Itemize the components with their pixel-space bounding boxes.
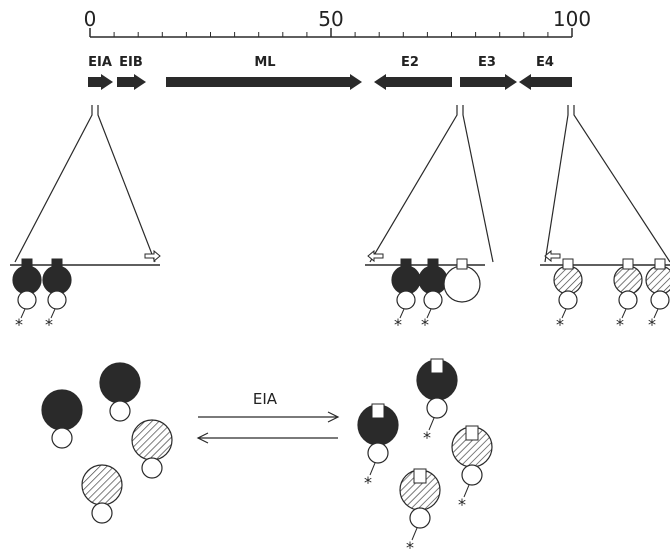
factor (43, 266, 71, 294)
asterisk: * (394, 315, 402, 334)
gene-arrow (88, 74, 113, 90)
gene-label: EIB (119, 55, 143, 70)
partner (410, 508, 430, 528)
factor (614, 266, 642, 294)
notch (372, 404, 384, 418)
binding-site (655, 259, 665, 269)
factor (646, 266, 670, 294)
factor (554, 266, 582, 294)
gene-arrow (460, 74, 517, 90)
scale-label: 50 (318, 7, 343, 31)
partner (368, 443, 388, 463)
binding-site (52, 259, 62, 269)
partner (52, 428, 72, 448)
factor (132, 420, 172, 460)
asterisk: * (364, 473, 372, 492)
diagram: 0 50 100 EIA EIB ML E2 E3 E4 * * * * * * * * * * * EIA (0, 0, 670, 549)
partner (619, 291, 637, 309)
gene-label: E4 (536, 55, 554, 70)
scale-label: 100 (553, 7, 591, 31)
asterisk: * (458, 495, 466, 514)
binding-site (457, 259, 467, 269)
asterisk: * (556, 315, 564, 334)
gene-arrow (519, 74, 572, 90)
fan-line (574, 105, 670, 262)
fan-line (15, 105, 92, 262)
factor (42, 390, 82, 430)
gene-label: EIA (88, 55, 112, 70)
factor (100, 363, 140, 403)
partner (110, 401, 130, 421)
asterisk: * (406, 538, 414, 549)
partner (18, 291, 36, 309)
promoter-arrow (545, 251, 560, 261)
asterisk: * (648, 315, 656, 334)
fan-line (370, 105, 457, 262)
asterisk: * (421, 315, 429, 334)
partner (559, 291, 577, 309)
binding-site (563, 259, 573, 269)
scale-label: 0 (84, 7, 97, 31)
notch (466, 426, 478, 440)
partner (397, 291, 415, 309)
partner (462, 465, 482, 485)
binding-site (22, 259, 32, 269)
factor (419, 266, 447, 294)
fan-line (545, 105, 568, 262)
factor (13, 266, 41, 294)
asterisk: * (423, 428, 431, 447)
promoter-arrow (145, 251, 160, 261)
factor (392, 266, 420, 294)
gene-label: E2 (401, 55, 419, 70)
asterisk: * (15, 315, 23, 334)
asterisk: * (616, 315, 624, 334)
binding-site (401, 259, 411, 269)
gene-label: ML (254, 55, 275, 70)
partner (427, 398, 447, 418)
equilibrium-label: EIA (253, 390, 278, 408)
notch (414, 469, 426, 483)
gene-arrow (374, 74, 452, 90)
binding-site (623, 259, 633, 269)
gene-arrow (166, 74, 362, 90)
fan-line (463, 105, 493, 262)
gene-label: E3 (478, 55, 496, 70)
factor (82, 465, 122, 505)
partner (48, 291, 66, 309)
fan-line (98, 105, 155, 262)
binding-site (428, 259, 438, 269)
asterisk: * (45, 315, 53, 334)
notch (431, 359, 443, 373)
gene-arrow (117, 74, 146, 90)
factor (444, 266, 480, 302)
partner (92, 503, 112, 523)
partner (142, 458, 162, 478)
partner (424, 291, 442, 309)
partner (651, 291, 669, 309)
